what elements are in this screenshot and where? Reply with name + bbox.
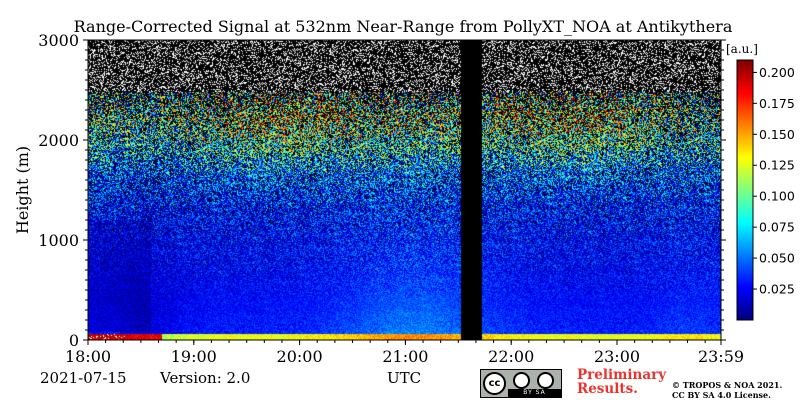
preliminary-line-1: Preliminary <box>577 367 667 383</box>
colorbar-frame <box>736 59 754 321</box>
x-tick-label: 19:00 <box>171 347 217 366</box>
copyright-line-1: © TROPOS & NOA 2021. <box>672 380 783 390</box>
colorbar-unit: [a.u.] <box>726 42 758 56</box>
colorbar-gradient <box>737 60 753 320</box>
x-axis-label: UTC <box>387 369 422 387</box>
colorbar-tick-label: 0.150 <box>759 127 795 142</box>
y-tick-label: 2000 <box>38 131 79 150</box>
colorbar-tick-label: 0.075 <box>759 220 795 235</box>
colorbar-axis: 0.025 0.050 0.075 0.100 0.125 0.150 0.175 0.200 <box>753 65 795 297</box>
preliminary-line-2: Results. <box>577 381 638 397</box>
colorbar-tick-label: 0.175 <box>759 96 795 111</box>
colorbar-tick-label: 0.100 <box>759 189 795 204</box>
copyright-notice: © TROPOS & NOA 2021. CC BY SA 4.0 Licens… <box>672 380 782 400</box>
preliminary-notice: Preliminary Results. <box>577 368 666 396</box>
y-axis-label: Height (m) <box>13 146 32 234</box>
date-label: 2021-07-15 <box>40 369 127 387</box>
chart-title: Range-Corrected Signal at 532nm Near-Ran… <box>74 17 733 36</box>
cc-icon: cc <box>483 372 506 395</box>
x-tick-label: 23:59 <box>698 347 744 366</box>
x-tick-label: 20:00 <box>277 347 323 366</box>
colorbar-tick-label: 0.025 <box>759 282 795 297</box>
cc-badge-label: BY SA <box>508 389 561 397</box>
colorbar-tick-label: 0.125 <box>759 158 795 173</box>
y-tick-label: 3000 <box>38 31 79 50</box>
x-tick-label: 23:00 <box>594 347 640 366</box>
y-tick-label: 0 <box>69 331 79 350</box>
cc-license-badge: cc BY SA <box>480 369 562 398</box>
version-label: Version: 2.0 <box>160 369 251 387</box>
x-tick-label: 18:00 <box>65 347 111 366</box>
heatmap-image <box>88 40 721 340</box>
colorbar-tick-label: 0.050 <box>759 251 795 266</box>
x-axis: 18:00 19:00 20:00 21:00 22:00 23:00 23:59 <box>65 340 744 366</box>
by-attribution-icon <box>513 372 530 389</box>
sa-share-alike-icon <box>537 372 554 389</box>
x-tick-label: 21:00 <box>382 347 428 366</box>
y-tick-label: 1000 <box>38 231 79 250</box>
x-tick-label: 22:00 <box>488 347 534 366</box>
colorbar-tick-label: 0.200 <box>759 65 795 80</box>
plot-area <box>87 39 722 341</box>
colorbar: 0.025 0.050 0.075 0.100 0.125 0.150 0.175 0.200… <box>726 42 795 321</box>
copyright-line-2: CC BY SA 4.0 License. <box>672 390 771 400</box>
y-axis: 0 1000 2000 3000 <box>38 31 726 350</box>
